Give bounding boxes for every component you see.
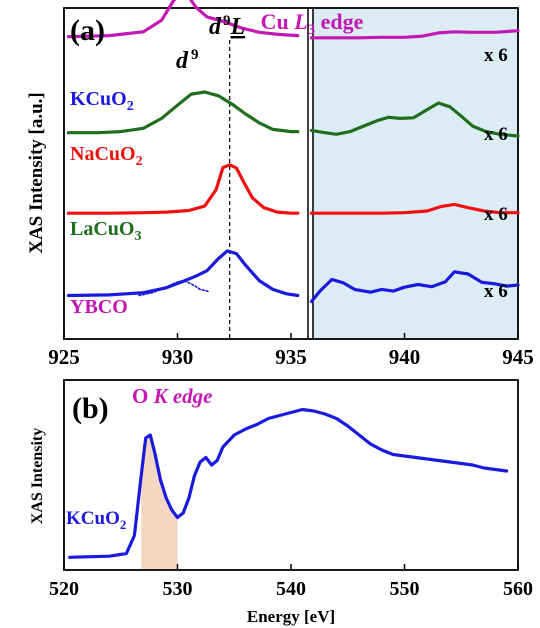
series-line-nacuo2 [66, 163, 300, 215]
panel-b-x-axis-label: Energy [eV] [247, 607, 335, 626]
multiplier-label-nacuo2: x 6 [484, 124, 508, 145]
panel-a-x-tick-label: 925 [48, 345, 80, 369]
panel-b-shaded-edge-area [141, 435, 178, 569]
series-line-lacuo3-scaled [309, 101, 520, 138]
panel-b-title: O K edge [132, 384, 213, 408]
panel-a-label: (a) [70, 14, 105, 47]
panel-b-x-tick-label: 530 [163, 578, 193, 600]
multiplier-label-ybco: x 6 [484, 281, 508, 302]
panel-a-x-tick-label: 935 [275, 345, 307, 369]
series-line-ybco-scaled [309, 29, 520, 40]
panel-a-x-tick-label: 945 [502, 345, 534, 369]
series-line-kcuo2-scaled [309, 270, 520, 304]
panel-b-x-tick-label: 520 [49, 578, 79, 600]
panel-a-y-axis-label: XAS Intensity [a.u.] [26, 92, 47, 254]
panel-b-x-ticks: 520 530 540 550 560 [49, 564, 533, 600]
panel-a-x-tick-label: 940 [389, 345, 421, 369]
panel-b-y-axis-label: XAS Intensity [29, 428, 46, 524]
series-label-nacuo2: NaCuO2 [70, 143, 143, 169]
panel-b-series-group [68, 407, 509, 559]
series-line-kcuo2_d9 [138, 280, 211, 297]
series-line-kcuo2 [66, 249, 300, 298]
panel-b-x-tick-label: 550 [390, 578, 420, 600]
panel-a-title: Cu L3 edge [261, 9, 364, 38]
series-label-kcuo2: KCuO2 [70, 88, 134, 114]
panel-b-series-label-kcuo2: KCuO2 [66, 508, 126, 532]
series-line-ybco [66, 0, 300, 39]
series-label-lacuo3: LaCuO3 [70, 218, 141, 244]
panel-b-x-tick-label: 540 [276, 578, 306, 600]
panel-b: 520 530 540 550 560 (b) O K edge KCuO2 XAS I… [29, 379, 533, 626]
series-line-kcuo2-o-k-edge [68, 407, 509, 559]
panel-a-series-group [66, 0, 520, 304]
panel-b-x-tick-label: 560 [503, 578, 533, 600]
multiplier-label-kcuo2: x 6 [484, 45, 508, 66]
panel-a-x-ticks: 925 930 935 940 945 [48, 333, 534, 369]
multiplier-label-lacuo3: x 6 [484, 204, 508, 225]
series-label-ybco: YBCO [70, 296, 128, 318]
d9L-annotation: d 9L [209, 13, 245, 40]
panel-b-label: (b) [72, 392, 109, 425]
panel-a-x-tick-label: 930 [162, 345, 194, 369]
series-line-lacuo3 [66, 90, 300, 135]
series-line-nacuo2-scaled [309, 202, 520, 215]
